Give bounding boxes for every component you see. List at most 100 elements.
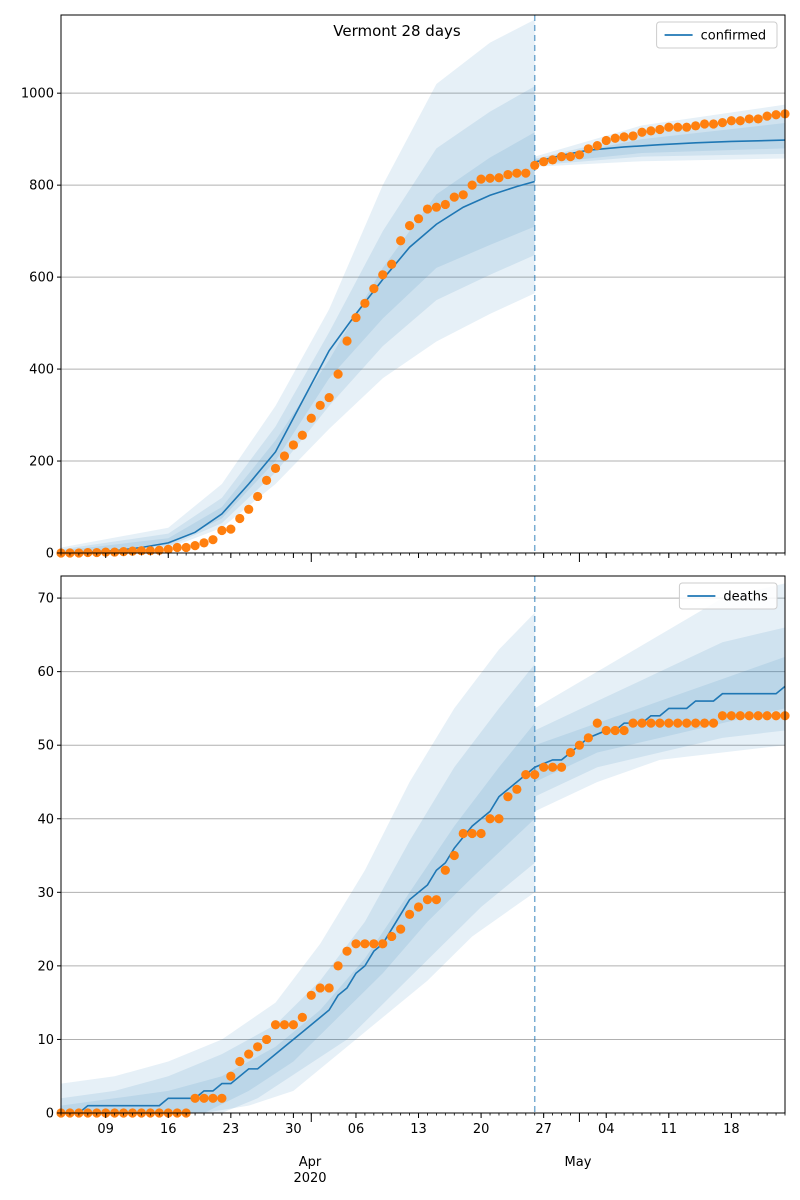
data-point — [565, 747, 576, 758]
y-tick-label: 0 — [46, 547, 54, 562]
data-point — [494, 814, 504, 824]
data-point — [288, 440, 298, 450]
data-point — [261, 1034, 272, 1045]
data-point — [315, 400, 325, 410]
data-point — [306, 990, 316, 1000]
month-label-may: May — [565, 1155, 592, 1170]
axes-frame — [60, 575, 786, 1114]
data-point — [521, 168, 531, 178]
legend-box — [656, 21, 778, 49]
data-point — [601, 135, 611, 146]
data-point — [235, 1056, 245, 1067]
data-point — [387, 931, 397, 942]
data-point — [190, 1093, 200, 1103]
data-point — [512, 784, 522, 794]
data-point — [583, 144, 593, 154]
y-tick-label: 400 — [29, 363, 54, 378]
data-point — [253, 491, 263, 502]
data-point — [360, 939, 370, 949]
data-point — [449, 850, 459, 861]
y-tick-label: 200 — [29, 455, 54, 470]
x-tick-label: 04 — [598, 1122, 615, 1137]
data-point — [422, 204, 433, 214]
deaths-panel: 0 10 20 30 40 50 60 70 09 16 23 30 06 13 20 27 04 11 18 dea… — [37, 575, 790, 1137]
data-point — [235, 513, 245, 524]
data-point — [655, 718, 665, 728]
data-point — [628, 718, 638, 728]
data-point — [726, 116, 736, 126]
data-point — [646, 718, 656, 728]
data-point — [369, 939, 379, 949]
data-point — [592, 140, 602, 151]
data-point — [548, 762, 558, 772]
band-middle — [534, 627, 785, 797]
data-point — [494, 173, 504, 183]
data-point — [583, 733, 593, 743]
data-point — [387, 259, 397, 269]
data-point — [503, 792, 513, 802]
data-point — [261, 475, 272, 485]
y-tick-label: 0 — [46, 1107, 54, 1122]
data-point — [333, 369, 343, 379]
data-point — [744, 711, 754, 721]
data-point — [244, 504, 254, 514]
legend-label: confirmed — [701, 29, 767, 44]
data-point — [208, 535, 218, 545]
data-point — [637, 718, 647, 728]
data-point — [181, 542, 191, 553]
x-tick-label: 13 — [410, 1122, 427, 1137]
data-point — [503, 169, 513, 180]
data-point — [378, 939, 388, 949]
data-point — [592, 718, 602, 728]
x-tick-label: 06 — [348, 1122, 365, 1137]
data-point — [378, 270, 388, 280]
data-point — [288, 1020, 298, 1030]
data-point — [682, 718, 692, 728]
y-tick-label: 40 — [37, 812, 54, 827]
data-point — [682, 122, 692, 132]
y-tick-label: 50 — [37, 739, 54, 754]
data-point — [717, 711, 728, 721]
data-point — [270, 463, 281, 473]
data-point — [226, 1071, 236, 1081]
y-tick-label: 70 — [37, 592, 54, 607]
data-point — [190, 541, 200, 551]
data-point — [324, 983, 334, 993]
data-point — [485, 173, 495, 183]
series-line — [534, 139, 785, 163]
data-point — [422, 895, 433, 905]
data-point — [574, 150, 585, 160]
data-point — [404, 909, 415, 919]
data-point — [530, 160, 540, 170]
y-tick-label: 20 — [37, 959, 54, 974]
plot-area — [61, 19, 785, 553]
data-point — [431, 895, 442, 905]
band-middle — [61, 86, 535, 553]
data-point — [637, 127, 647, 137]
data-point — [476, 828, 486, 839]
data-point — [342, 946, 352, 956]
band-inner — [534, 123, 785, 164]
x-tick-label: 30 — [285, 1122, 302, 1137]
data-point — [458, 828, 468, 839]
data-point — [101, 547, 111, 557]
data-point — [431, 202, 442, 212]
data-point — [333, 961, 343, 971]
x-tick-label: 27 — [535, 1122, 552, 1137]
data-point — [744, 114, 754, 124]
data-point — [619, 132, 629, 142]
data-point — [458, 190, 468, 200]
data-point — [530, 770, 540, 780]
y-tick-label: 800 — [29, 179, 54, 194]
x-tick-label: 16 — [160, 1122, 177, 1137]
data-point — [726, 711, 736, 721]
data-point — [467, 180, 477, 190]
data-point — [753, 711, 763, 721]
data-point — [619, 725, 629, 736]
data-point — [574, 740, 585, 750]
data-point — [556, 762, 567, 772]
band-outer — [61, 612, 535, 1113]
month-label-apr: Apr — [299, 1155, 322, 1170]
data-point — [449, 192, 459, 202]
